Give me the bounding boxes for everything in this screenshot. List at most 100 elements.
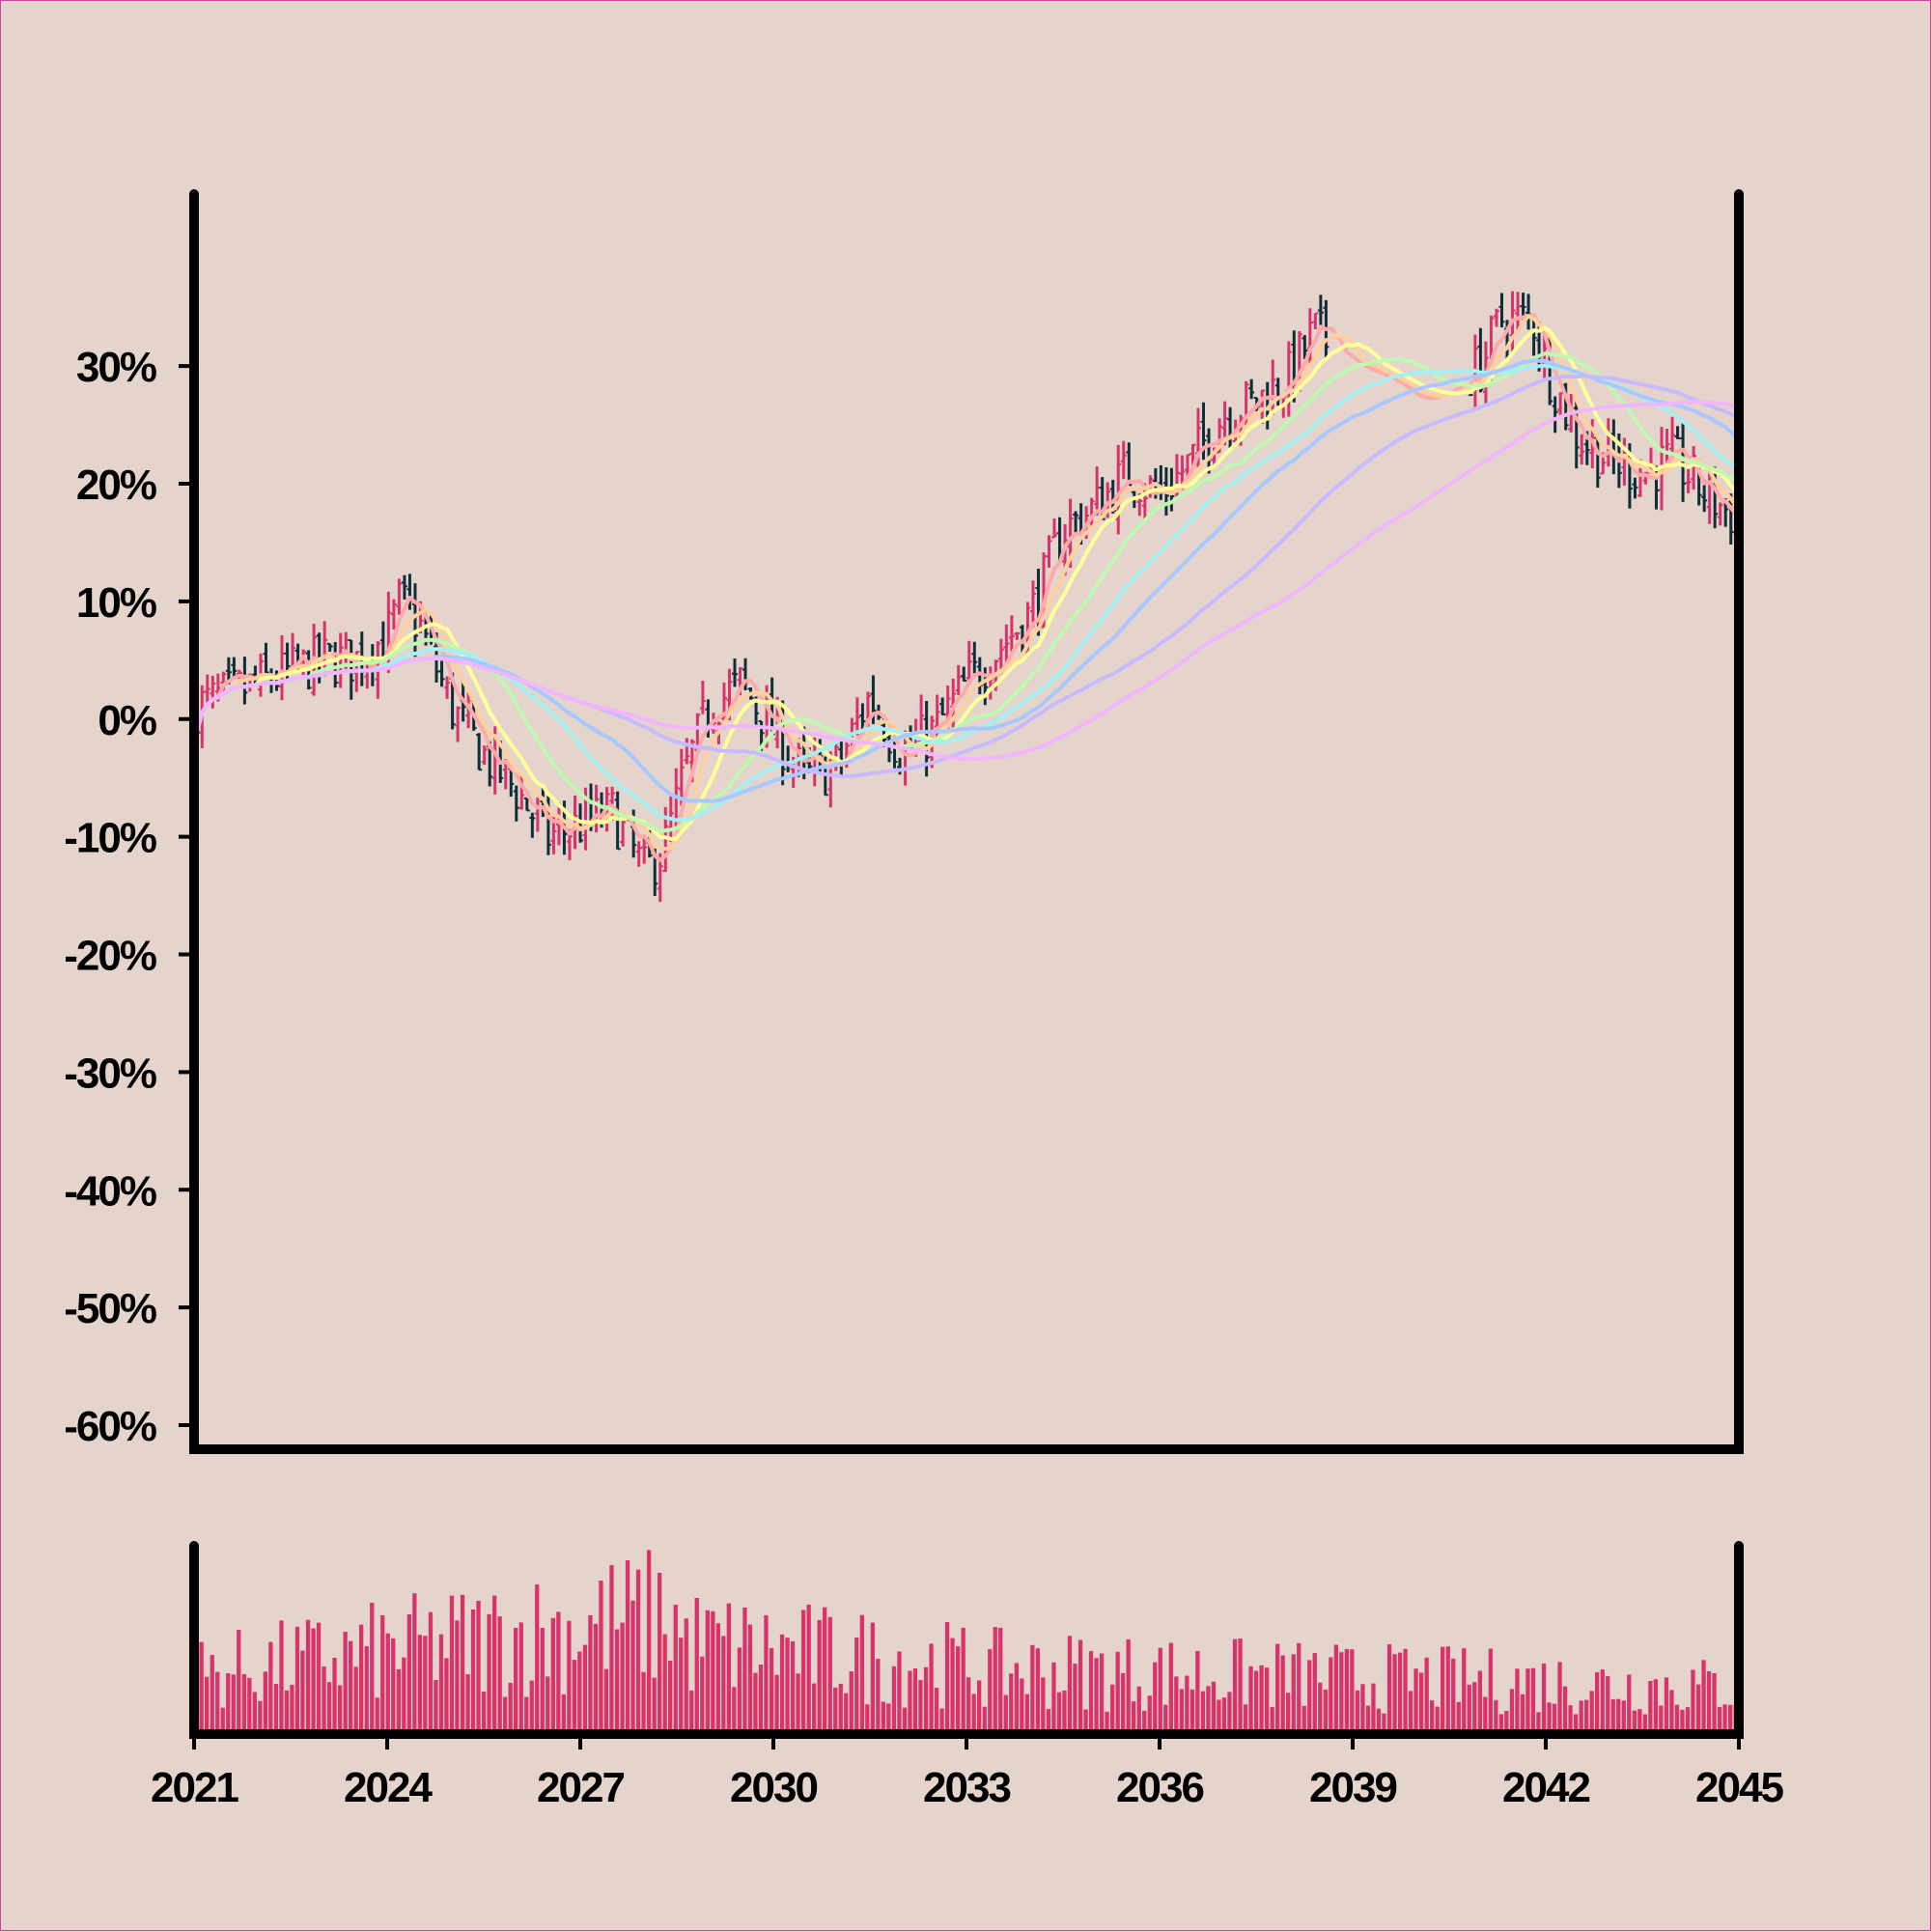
volume-bar — [311, 1628, 316, 1734]
volume-bar — [1547, 1702, 1552, 1734]
ohlc-bar — [1579, 434, 1585, 465]
volume-bar — [1312, 1653, 1317, 1734]
ohlc-bar — [635, 841, 642, 867]
volume-bar — [1413, 1668, 1418, 1734]
volume-bar — [1574, 1714, 1579, 1734]
ohlc-bar — [1680, 422, 1687, 502]
volume-bar — [550, 1617, 555, 1734]
volume-bar — [1435, 1706, 1440, 1734]
volume-bar — [614, 1629, 620, 1734]
y-axis: 30% 20% 10% 0% -10% -20% -30% -40% -50% -60% — [64, 344, 194, 1450]
volume-bar — [1270, 1707, 1274, 1734]
volume-bar — [1105, 1711, 1109, 1734]
volume-bar — [1717, 1706, 1722, 1734]
volume-bar — [247, 1677, 252, 1734]
volume-bar — [1376, 1708, 1382, 1734]
volume-bar — [865, 1704, 870, 1734]
volume-bar — [1094, 1658, 1099, 1734]
volume-bar — [1200, 1691, 1206, 1734]
ohlc-bar — [1685, 464, 1692, 493]
volume-bar — [353, 1666, 358, 1734]
volume-bar — [535, 1584, 540, 1734]
ohlc-bar — [1184, 453, 1190, 476]
volume-bar — [1669, 1690, 1674, 1734]
volume-bar — [1088, 1651, 1094, 1734]
volume-bar — [1403, 1648, 1408, 1734]
volume-bar — [1265, 1667, 1270, 1734]
volume-bar — [1392, 1654, 1397, 1734]
volume-bar — [1722, 1704, 1727, 1734]
y-tick-label: -20% — [64, 933, 156, 980]
volume-bar — [1648, 1681, 1653, 1734]
x-tick-label: 2027 — [537, 1764, 624, 1811]
volume-bar — [380, 1615, 385, 1734]
price-panel — [193, 291, 1740, 903]
ohlc-bar — [971, 641, 978, 676]
volume-bar — [1664, 1677, 1669, 1734]
volume-bar — [428, 1611, 434, 1734]
moving-average-line — [194, 400, 1739, 761]
volume-bar — [1456, 1701, 1461, 1734]
volume-bar — [582, 1644, 588, 1734]
volume-bar — [1621, 1700, 1626, 1734]
volume-bar — [241, 1673, 246, 1734]
ohlc-bar — [572, 796, 578, 850]
ohlc-bar — [641, 834, 648, 864]
ohlc-bar — [1029, 580, 1036, 628]
volume-bar — [300, 1650, 305, 1734]
volume-bar — [588, 1615, 593, 1734]
ohlc-bar — [1610, 419, 1617, 475]
volume-bar — [1712, 1673, 1717, 1734]
ohlc-bar — [785, 745, 792, 772]
ohlc-bar — [1189, 443, 1196, 465]
volume-bar — [497, 1616, 502, 1734]
volume-bar — [1462, 1648, 1467, 1734]
volume-bar — [1062, 1690, 1067, 1734]
volume-bar — [1206, 1686, 1211, 1734]
ohlc-bar — [481, 745, 488, 766]
volume-bar — [715, 1623, 720, 1734]
volume-bar — [1632, 1710, 1637, 1734]
volume-bar — [817, 1619, 822, 1734]
volume-bar — [859, 1614, 864, 1734]
volume-bar — [268, 1641, 273, 1734]
volume-bar — [524, 1696, 529, 1734]
ohlc-bar — [210, 675, 216, 709]
volume-bar — [322, 1666, 326, 1734]
volume-bar — [977, 1680, 982, 1734]
ohlc-bar — [838, 738, 845, 777]
volume-bar — [1136, 1686, 1141, 1734]
volume-bar — [721, 1636, 726, 1734]
ohlc-bar — [939, 697, 946, 716]
ohlc-bar — [332, 642, 339, 688]
volume-bar — [1067, 1636, 1073, 1734]
ohlc-bar — [1126, 442, 1133, 487]
volume-bar — [1051, 1662, 1056, 1734]
volume-bar — [449, 1595, 455, 1734]
volume-bar — [199, 1641, 204, 1734]
volume-bar — [881, 1701, 885, 1734]
volume-bar — [316, 1622, 322, 1734]
volume-bar — [1030, 1644, 1035, 1734]
volume-bar — [561, 1694, 566, 1734]
volume-bar — [1035, 1648, 1040, 1734]
volume-bar — [1504, 1711, 1509, 1734]
ohlc-bar — [955, 664, 962, 695]
ohlc-bar — [1301, 335, 1308, 360]
volume-bar — [982, 1706, 987, 1734]
ohlc-bar — [1051, 518, 1058, 539]
volume-bar — [1515, 1668, 1520, 1734]
ohlc-bar — [1073, 511, 1079, 535]
volume-bar — [1541, 1663, 1547, 1734]
volume-bar — [1185, 1675, 1189, 1734]
volume-bar — [966, 1677, 971, 1734]
volume-bar — [284, 1690, 290, 1734]
volume-bar — [375, 1697, 379, 1734]
volume-bar — [481, 1692, 487, 1734]
volume-bar — [1248, 1666, 1253, 1734]
volume-bar — [1530, 1667, 1536, 1734]
volume-bar — [1627, 1674, 1632, 1734]
volume-bar — [700, 1656, 705, 1734]
